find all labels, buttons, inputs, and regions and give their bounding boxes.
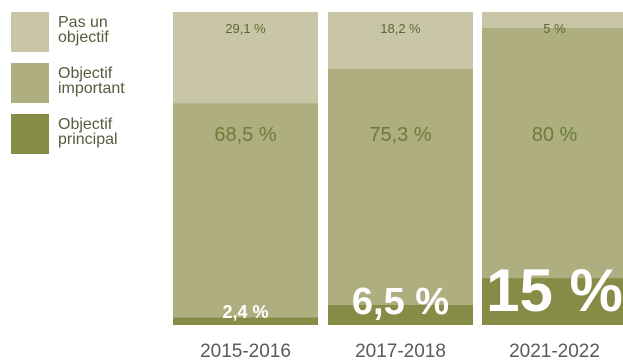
- medium-swatch-icon: [11, 63, 49, 103]
- legend: Pas un objectif Objectif important Objecti…: [0, 0, 170, 170]
- bar-segment-principal: [482, 278, 623, 325]
- bar-segment-not-objective: [482, 12, 623, 28]
- bar-segment-important: [482, 27, 623, 279]
- dark-swatch-icon: [11, 114, 49, 154]
- x-tick-label: 2021-2022: [509, 341, 600, 360]
- light-swatch-icon: [11, 12, 49, 52]
- data-label-important: 68,5 %: [214, 124, 276, 146]
- x-tick-label: 2017-2018: [355, 341, 446, 360]
- bar-segment-not-objective: [173, 12, 318, 104]
- bar-segment-principal: [173, 317, 318, 325]
- x-tick-label: 2015-2016: [200, 341, 291, 360]
- bar-segment-principal: [328, 304, 473, 325]
- data-label-not-objective: 18,2 %: [380, 21, 421, 36]
- bar-segment-important: [328, 68, 473, 305]
- data-label-not-objective: 29,1 %: [225, 21, 266, 36]
- data-label-not-objective: 5 %: [543, 21, 566, 36]
- legend-label: Pas un objectif: [58, 14, 109, 46]
- data-label-important: 75,3 %: [369, 124, 431, 146]
- data-label-principal: 15 %: [486, 257, 623, 324]
- legend-label: Objectif principal: [58, 116, 118, 148]
- bar-segment-not-objective: [328, 12, 473, 69]
- data-label-principal: 6,5 %: [352, 281, 449, 323]
- data-label-principal: 2,4 %: [222, 302, 268, 322]
- legend-label: Objectif important: [58, 65, 125, 97]
- bar-segment-important: [173, 103, 318, 318]
- data-label-important: 80 %: [532, 124, 578, 146]
